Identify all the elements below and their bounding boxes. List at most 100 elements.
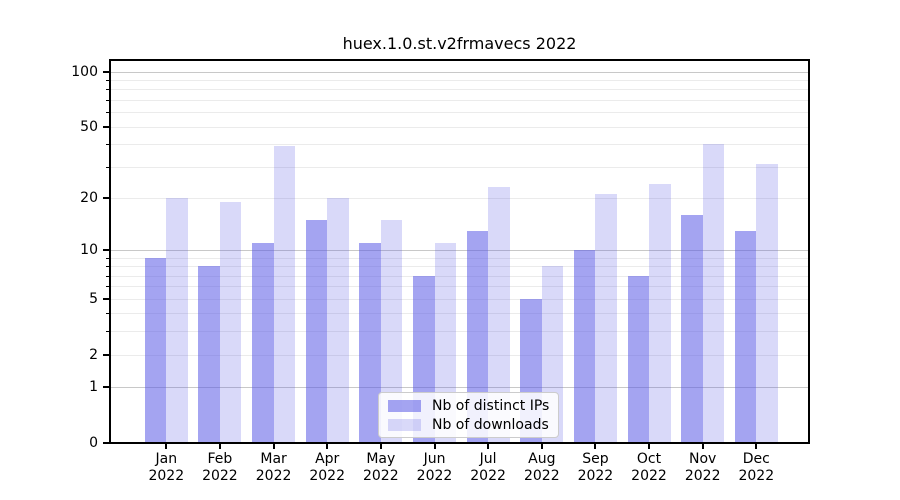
x-tick-oct bbox=[648, 444, 650, 449]
x-label-month: Sep bbox=[582, 451, 609, 467]
bar-downloads-may bbox=[380, 219, 403, 443]
bar-ips-nov bbox=[681, 214, 703, 443]
x-tick-jul bbox=[487, 444, 490, 449]
x-label-year: 2022 bbox=[362, 468, 399, 484]
x-tick-label-jul: Jul 2022 bbox=[456, 451, 520, 485]
minor-gridline-7 bbox=[110, 275, 809, 277]
x-tick-label-jun: Jun 2022 bbox=[403, 451, 467, 485]
y-minor-tick-9 bbox=[106, 257, 110, 259]
y-minor-tick-4 bbox=[106, 313, 110, 315]
y-minor-tick-40 bbox=[106, 144, 110, 146]
x-tick-label-apr: Apr 2022 bbox=[295, 451, 359, 485]
x-label-month: Feb bbox=[207, 451, 233, 467]
x-label-month: Jan bbox=[155, 451, 178, 467]
y-tick-label-1: 1 bbox=[89, 379, 98, 396]
bar-ips-feb bbox=[198, 266, 220, 443]
major-gridline-1 bbox=[110, 387, 809, 389]
x-label-year: 2022 bbox=[631, 468, 667, 484]
bar-ips-apr bbox=[305, 219, 328, 443]
x-tick-label-sep: Sep 2022 bbox=[563, 451, 627, 485]
x-label-year: 2022 bbox=[148, 468, 185, 484]
bar-ips-sep bbox=[573, 250, 596, 443]
bar-ips-jan bbox=[144, 257, 167, 443]
bar-downloads-oct bbox=[649, 183, 671, 443]
y-tick-10 bbox=[103, 249, 110, 251]
legend-label-downloads: Nb of downloads bbox=[432, 416, 549, 433]
legend-swatch-ips bbox=[388, 399, 421, 412]
minor-gridline-8 bbox=[110, 266, 809, 268]
x-tick-aug bbox=[540, 444, 543, 449]
x-tick-label-nov: Nov 2022 bbox=[671, 451, 735, 485]
y-tick-label-50: 50 bbox=[80, 118, 98, 135]
bar-downloads-jul bbox=[488, 187, 510, 443]
y-minor-tick-7 bbox=[106, 275, 110, 277]
x-tick-nov bbox=[701, 444, 704, 449]
minor-gridline-6 bbox=[110, 286, 809, 288]
minor-gridline-50 bbox=[110, 126, 809, 128]
x-tick-dec bbox=[755, 444, 758, 449]
minor-gridline-4 bbox=[110, 313, 809, 315]
legend-swatch-downloads bbox=[388, 418, 421, 431]
y-minor-tick-30 bbox=[106, 166, 110, 168]
x-tick-label-feb: Feb 2022 bbox=[188, 451, 252, 485]
x-label-year: 2022 bbox=[470, 468, 506, 484]
x-tick-sep bbox=[594, 444, 597, 449]
x-label-month: Jun bbox=[423, 451, 446, 467]
y-minor-tick-90 bbox=[106, 79, 110, 81]
x-tick-may bbox=[379, 444, 382, 449]
x-tick-label-may: May 2022 bbox=[349, 451, 413, 485]
legend-label-ips: Nb of distinct IPs bbox=[432, 397, 550, 414]
bar-ips-may bbox=[359, 243, 381, 443]
chart-title: huex.1.0.st.v2frmavecs 2022 bbox=[342, 34, 577, 53]
y-tick-20 bbox=[103, 196, 110, 199]
legend-item-downloads: Nb of downloads bbox=[388, 416, 549, 433]
x-label-year: 2022 bbox=[255, 468, 292, 484]
major-gridline-10 bbox=[110, 250, 809, 251]
y-tick-1 bbox=[103, 386, 110, 389]
x-label-month: May bbox=[366, 451, 396, 467]
y-tick-label-2: 2 bbox=[89, 346, 98, 363]
x-label-month: Aug bbox=[528, 451, 556, 467]
y-tick-label-10: 10 bbox=[80, 242, 98, 258]
x-label-year: 2022 bbox=[416, 468, 453, 484]
y-tick-50 bbox=[103, 125, 110, 128]
x-label-year: 2022 bbox=[738, 468, 775, 484]
x-label-month: Apr bbox=[315, 451, 340, 467]
minor-gridline-70 bbox=[110, 99, 809, 101]
bar-downloads-apr bbox=[327, 197, 349, 443]
x-tick-label-mar: Mar 2022 bbox=[242, 451, 306, 485]
y-tick-0 bbox=[103, 442, 110, 444]
x-label-month: Nov bbox=[689, 451, 717, 467]
x-label-month: Mar bbox=[260, 451, 287, 467]
minor-gridline-9 bbox=[110, 257, 809, 259]
x-tick-jan bbox=[165, 444, 168, 449]
y-tick-5 bbox=[103, 297, 110, 300]
legend: Nb of distinct IPs Nb of downloads bbox=[378, 392, 560, 438]
minor-gridline-60 bbox=[110, 112, 809, 114]
y-tick-label-0: 0 bbox=[89, 435, 98, 451]
y-tick-100 bbox=[103, 70, 110, 73]
bar-downloads-dec bbox=[756, 164, 778, 443]
minor-gridline-3 bbox=[110, 331, 809, 333]
x-label-year: 2022 bbox=[577, 468, 614, 484]
y-tick-label-20: 20 bbox=[80, 189, 98, 206]
x-label-year: 2022 bbox=[684, 468, 721, 484]
y-minor-tick-6 bbox=[106, 286, 110, 288]
y-minor-tick-80 bbox=[106, 89, 110, 91]
y-minor-tick-70 bbox=[106, 99, 110, 101]
x-tick-feb bbox=[218, 444, 221, 449]
legend-item-distinct-ips: Nb of distinct IPs bbox=[388, 397, 549, 414]
y-tick-2 bbox=[103, 353, 110, 356]
x-tick-label-oct: Oct 2022 bbox=[617, 451, 681, 485]
minor-gridline-30 bbox=[110, 166, 809, 168]
bar-ips-mar bbox=[252, 243, 274, 443]
x-label-month: Jul bbox=[479, 451, 497, 467]
x-label-month: Oct bbox=[636, 451, 662, 467]
bar-ips-oct bbox=[627, 275, 649, 443]
x-tick-mar bbox=[272, 444, 275, 449]
minor-gridline-5 bbox=[110, 298, 809, 300]
minor-gridline-20 bbox=[110, 197, 809, 199]
minor-gridline-2 bbox=[110, 354, 809, 356]
bar-ips-dec bbox=[734, 230, 757, 443]
minor-gridline-90 bbox=[110, 79, 809, 81]
